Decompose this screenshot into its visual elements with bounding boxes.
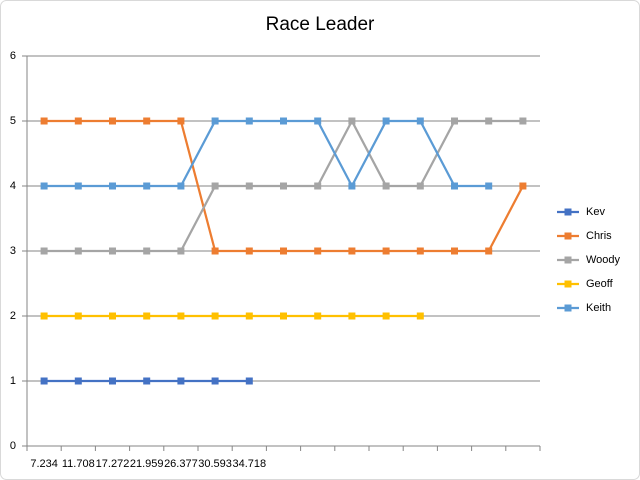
point-marker [451,182,458,190]
point-marker [211,377,219,385]
point-marker [485,117,493,125]
point-marker [40,312,48,320]
point-marker [109,117,116,125]
point-marker [177,247,185,255]
point-marker [382,182,390,190]
point-marker [74,312,82,320]
point-marker [109,312,116,320]
legend-label: Keith [586,302,611,314]
point-marker [143,377,151,385]
point-marker [245,312,253,320]
point-marker [416,182,424,190]
y-tick-label: 4 [10,180,16,192]
legend-marker [564,256,572,264]
y-tick-label: 5 [10,115,16,127]
point-marker [382,117,390,125]
point-marker [519,117,527,125]
point-marker [109,377,116,385]
point-marker [245,247,253,255]
point-marker [177,377,185,385]
legend-marker [564,280,572,288]
point-marker [280,312,287,320]
x-tick-label: 30.593 [198,458,232,470]
point-marker [485,247,493,255]
x-tick-label: 7.234 [30,458,58,470]
point-marker [245,117,253,125]
point-marker [143,182,151,190]
point-marker [109,247,116,255]
y-tick-label: 6 [10,50,16,62]
point-marker [245,182,253,190]
legend-marker [564,232,572,240]
point-marker [314,312,322,320]
legend-marker [564,208,572,216]
point-marker [40,247,48,255]
legend-label: Geoff [586,278,614,290]
point-marker [280,117,287,125]
x-tick-label: 26.377 [164,458,198,470]
point-marker [143,117,151,125]
point-marker [143,247,151,255]
point-marker [348,247,356,255]
point-marker [280,247,287,255]
x-tick-label: 17.272 [96,458,130,470]
point-marker [40,377,48,385]
point-marker [143,312,151,320]
x-tick-label: 11.708 [62,458,95,470]
point-marker [211,247,219,255]
legend-label: Woody [586,254,621,266]
point-marker [177,117,185,125]
point-marker [40,182,48,190]
point-marker [348,117,356,125]
point-marker [177,312,185,320]
point-marker [416,312,424,320]
point-marker [451,117,458,125]
point-marker [211,117,219,125]
point-marker [314,247,322,255]
point-marker [74,182,82,190]
point-marker [40,117,48,125]
point-marker [485,182,493,190]
point-marker [519,182,527,190]
point-marker [211,182,219,190]
point-marker [416,117,424,125]
point-marker [382,312,390,320]
point-marker [314,117,322,125]
point-marker [74,117,82,125]
x-tick-label: 21.959 [130,458,164,470]
point-marker [109,182,116,190]
point-marker [348,182,356,190]
series-line [44,119,489,189]
point-marker [74,377,82,385]
point-marker [74,247,82,255]
point-marker [382,247,390,255]
legend-label: Kev [586,206,605,218]
y-tick-label: 3 [10,245,16,257]
point-marker [211,312,219,320]
y-tick-label: 2 [10,310,16,322]
y-tick-label: 1 [10,375,16,387]
x-tick-label: 34.718 [232,458,266,470]
point-marker [416,247,424,255]
point-marker [280,182,287,190]
chart-title: Race Leader [266,14,375,35]
legend-marker [564,304,572,312]
point-marker [348,312,356,320]
point-marker [451,247,458,255]
legend-label: Chris [586,230,612,242]
point-marker [245,377,253,385]
point-marker [177,182,185,190]
point-marker [314,182,322,190]
y-tick-label: 0 [10,440,16,452]
